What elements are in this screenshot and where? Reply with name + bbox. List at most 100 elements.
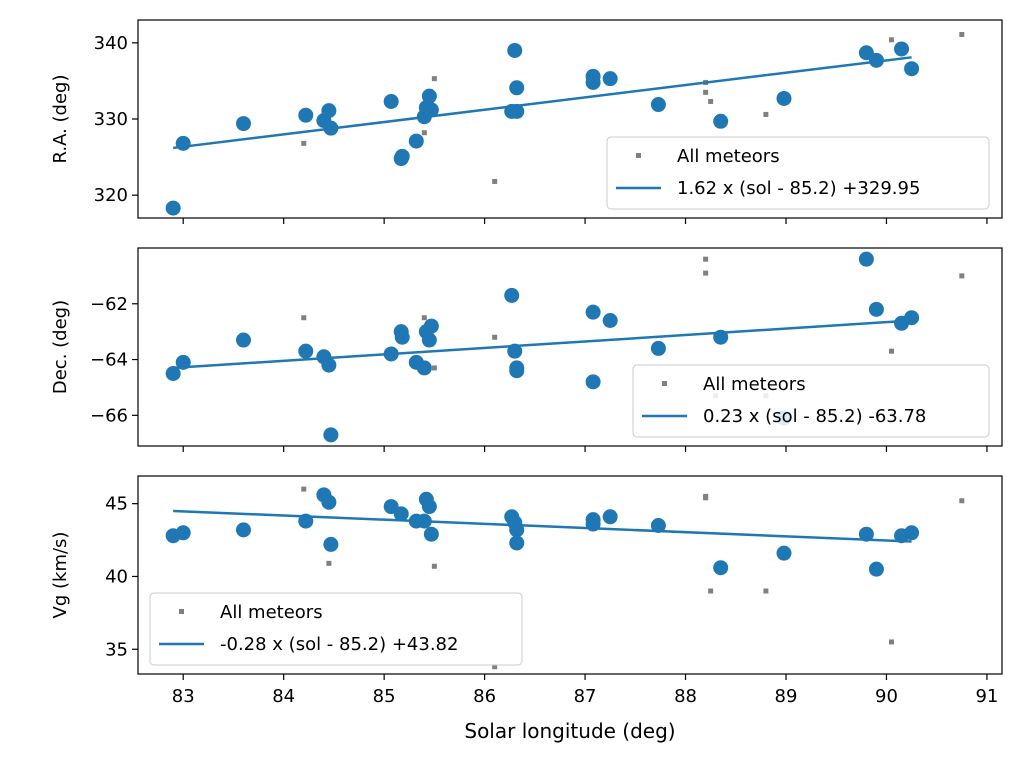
all-meteors-point: [959, 273, 965, 279]
legend: All meteors 0.23 x (sol - 85.2) -63.78: [632, 364, 990, 438]
meteor-point: [713, 560, 729, 576]
meteor-point: [858, 251, 874, 267]
y-tick-label: 330: [94, 109, 128, 130]
x-tick-label: 91: [975, 686, 998, 707]
fit-line: [173, 56, 912, 150]
meteor-point: [509, 363, 525, 379]
legend: All meteors -0.28 x (sol - 85.2) +43.82: [149, 592, 523, 666]
meteor-point: [416, 360, 432, 376]
meteor-point: [602, 71, 618, 87]
legend-label-fit: -0.28 x (sol - 85.2) +43.82: [220, 634, 458, 655]
all-meteors-point: [703, 89, 709, 95]
meteor-point: [858, 526, 874, 542]
all-meteors-point: [708, 98, 714, 104]
all-meteors-point: [888, 639, 894, 645]
meteor-point: [509, 535, 525, 551]
fit-line: [173, 319, 912, 370]
axes-frame: [137, 247, 1003, 447]
legend-label-fit: 0.23 x (sol - 85.2) -63.78: [703, 406, 926, 427]
meteor-point: [383, 93, 399, 109]
all-meteors-point: [703, 493, 709, 499]
x-tick-label: 90: [875, 686, 898, 707]
meteor-point: [904, 310, 920, 326]
meteor-point: [408, 133, 424, 149]
all-meteors-point: [301, 140, 307, 146]
all-meteors-point: [703, 270, 709, 276]
meteor-point: [393, 506, 409, 522]
meteor-point: [868, 561, 884, 577]
y-tick-label: 320: [94, 185, 128, 206]
legend-square-marker: [662, 381, 667, 386]
meteor-point: [602, 313, 618, 329]
all-meteors-point: [959, 31, 965, 37]
meteor-point: [175, 525, 191, 541]
meteor-point: [904, 525, 920, 541]
x-tick-label: 88: [674, 686, 697, 707]
meteor-point: [602, 509, 618, 525]
legend-box: [632, 364, 990, 438]
meteor-point: [650, 340, 666, 356]
x-tick-label: 86: [473, 686, 496, 707]
meteor-point: [321, 494, 337, 510]
meteor-point: [323, 536, 339, 552]
meteor-point: [423, 102, 439, 118]
x-tick-label: 84: [272, 686, 295, 707]
y-tick-label: 40: [105, 566, 128, 587]
meteor-point: [235, 116, 251, 132]
all-meteors-point: [763, 588, 769, 594]
all-meteors-point: [431, 365, 437, 371]
chart-panel-3: 83 84 85 86 87 88 89 90 91 35 40 45 Vg (km/s) All met…: [50, 475, 1003, 707]
y-tick-label: 45: [105, 494, 128, 515]
all-meteors-point: [326, 560, 332, 566]
meteor-point: [423, 526, 439, 542]
meteor-point: [298, 343, 314, 359]
all-meteors-point: [431, 76, 437, 82]
meteor-point: [298, 107, 314, 123]
all-meteors-point: [492, 334, 498, 340]
all-meteors-point: [492, 178, 498, 184]
meteor-point: [175, 135, 191, 151]
fit-line: [173, 509, 912, 543]
meteor-point: [509, 80, 525, 96]
x-tick-label: 87: [574, 686, 597, 707]
y-axis-label: Vg (km/s): [50, 532, 71, 619]
plot-area: [165, 486, 965, 670]
y-axis-label: Dec. (deg): [50, 300, 71, 394]
legend-square-marker: [636, 153, 641, 158]
axes-frame: [137, 475, 1003, 675]
chart-panel-1: 320 330 340 R.A. (deg) All meteors 1.62 x (so…: [50, 19, 1003, 224]
meteor-point: [423, 318, 439, 334]
meteor-point: [585, 68, 601, 84]
meteor-point: [650, 518, 666, 533]
all-meteors-point: [763, 111, 769, 117]
meteor-point: [776, 545, 792, 561]
legend-label-all-meteors: All meteors: [220, 602, 323, 623]
meteor-point: [394, 329, 410, 345]
meteor-point: [776, 90, 792, 106]
meteor-point: [904, 61, 920, 77]
y-tick-label: −64: [90, 350, 128, 371]
meteor-point: [165, 200, 181, 216]
meteor-point: [504, 287, 520, 303]
all-meteors-point: [301, 315, 307, 321]
x-tick-label: 89: [775, 686, 798, 707]
meteor-point: [585, 374, 601, 390]
legend-square-marker: [179, 609, 184, 614]
legend-label-all-meteors: All meteors: [677, 146, 780, 167]
meteor-point: [235, 332, 251, 348]
meteor-point: [421, 332, 437, 348]
all-meteors-point: [492, 664, 498, 670]
legend-box: [149, 592, 523, 666]
all-meteors-point: [421, 130, 427, 136]
meteor-point: [894, 41, 910, 57]
meteor-point: [394, 148, 410, 164]
y-tick-label: 35: [105, 639, 128, 660]
meteor-point: [165, 365, 181, 381]
plot-area: [165, 31, 965, 216]
panels: 320 330 340 R.A. (deg) All meteors 1.62 x (so…: [50, 19, 1003, 707]
legend: All meteors 1.62 x (sol - 85.2) +329.95: [606, 136, 990, 210]
meteor-point: [321, 357, 337, 373]
legend-label-fit: 1.62 x (sol - 85.2) +329.95: [677, 178, 920, 199]
all-meteors-point: [301, 486, 307, 492]
x-tick-label: 83: [172, 686, 195, 707]
